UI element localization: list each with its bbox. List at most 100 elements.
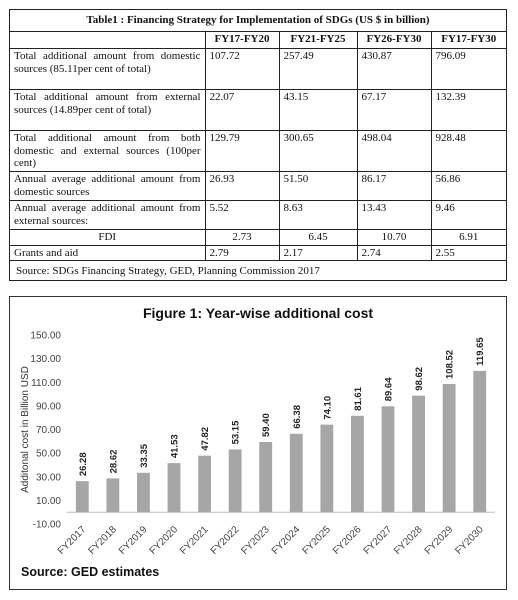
bar: [351, 415, 364, 513]
x-tick-label: FY2019: [117, 524, 150, 557]
bar-value-label: 53.15: [231, 420, 242, 444]
header-cell: FY17-FY30: [430, 32, 506, 49]
y-tick-label: 130.00: [30, 354, 61, 365]
figure-source: Source: GED estimates: [21, 565, 160, 579]
table-cell: 132.39: [430, 89, 506, 131]
bar-value-label: 74.10: [322, 396, 333, 420]
header-cell: FY26-FY30: [356, 32, 432, 49]
table-cell: 2.74: [356, 244, 432, 261]
header-cell: FY17-FY20: [204, 32, 280, 49]
bar: [473, 370, 487, 513]
table-cell: 8.63: [278, 200, 358, 230]
table-row: Annual average additional amount from ex…: [10, 200, 506, 230]
table-cell: 2.73: [204, 229, 280, 246]
table-cell: 6.45: [278, 229, 358, 246]
figure-title: Figure 1: Year-wise additional cost: [142, 305, 374, 321]
y-tick-label: 90.00: [36, 401, 61, 412]
bar-chart: Additonal cost in Billion USD -10.00 10.00…: [20, 331, 495, 557]
x-tick-label: FY2020: [148, 524, 181, 557]
y-axis-title: Additonal cost in Billion USD: [20, 366, 31, 493]
table-cell: 10.70: [356, 229, 432, 246]
table-title: Table1 : Financing Strategy for Implemen…: [10, 10, 506, 32]
row-label: Annual average additional amount from ex…: [10, 200, 206, 230]
table-source: Source: SDGs Financing Strategy, GED, Pl…: [16, 265, 320, 277]
y-tick-label: 70.00: [36, 425, 61, 436]
bar: [228, 449, 242, 513]
header-cell: [10, 32, 206, 49]
table-cell: 13.43: [356, 200, 432, 230]
table-cell: 26.93: [204, 171, 280, 201]
x-tick-label: FY2028: [392, 524, 425, 557]
table-cell: 2.79: [204, 244, 280, 261]
bar-value-label: 33.35: [139, 443, 150, 467]
table-cell: 5.52: [204, 200, 280, 230]
y-tick-label: 150.00: [30, 331, 61, 342]
table-cell: 56.86: [430, 171, 506, 201]
table-cell: 2.55: [430, 244, 506, 261]
bar-value-label: 81.61: [353, 386, 364, 410]
bar-value-label: 89.64: [384, 377, 395, 401]
table-cell: 2.17: [278, 244, 358, 261]
table-cell: 430.87: [356, 48, 432, 90]
table-cell: 257.49: [278, 48, 358, 90]
bar-value-label: 47.82: [200, 427, 211, 451]
bar: [137, 472, 150, 513]
bar: [259, 442, 273, 513]
bar: [442, 383, 456, 513]
row-label: Total additional amount from external so…: [10, 89, 206, 131]
table-cell: 928.48: [430, 130, 506, 172]
bar: [381, 406, 395, 513]
row-label: Grants and aid: [10, 244, 206, 261]
bar: [198, 455, 211, 513]
bar: [167, 463, 181, 513]
x-tick-label: FY2022: [209, 524, 242, 557]
bar-value-label: 59.40: [261, 413, 272, 437]
bar-value-label: 98.62: [414, 367, 425, 391]
y-tick-label: 10.00: [36, 496, 61, 507]
table-cell: 67.17: [356, 89, 432, 131]
bar-value-label: 41.53: [170, 434, 181, 458]
table-cell: 9.46: [430, 200, 506, 230]
row-label: Total additional amount from domestic so…: [10, 48, 206, 90]
bar: [289, 433, 303, 513]
table-row: FDI 2.73 6.45 10.70 6.91: [10, 229, 506, 246]
table-row: Total additional amount from external so…: [10, 89, 506, 131]
x-tick-label: FY2021: [178, 524, 211, 557]
bar-value-label: 28.62: [108, 450, 119, 474]
table-row: Total additional amount from domestic so…: [10, 48, 506, 90]
bar-value-label: 108.52: [445, 350, 456, 379]
table-row: Grants and aid 2.79 2.17 2.74 2.55: [10, 244, 506, 261]
header-cell: FY21-FY25: [278, 32, 358, 49]
table-cell: 51.50: [278, 171, 358, 201]
table-header-row: FY17-FY20 FY21-FY25 FY26-FY30 FY17-FY30: [10, 32, 506, 49]
row-label: FDI: [10, 229, 206, 246]
y-tick-label: 30.00: [36, 472, 61, 483]
y-tick-label: -10.00: [33, 520, 62, 531]
row-label: Annual average additional amount from do…: [10, 171, 206, 201]
table-row: Total additional amount from both domest…: [10, 130, 506, 172]
x-tick-label: FY2024: [270, 524, 303, 557]
table-cell: 129.79: [204, 130, 280, 172]
y-tick-label: 110.00: [31, 378, 61, 389]
table-cell: 86.17: [356, 171, 432, 201]
financing-table-panel: Table1 : Financing Strategy for Implemen…: [9, 9, 507, 281]
row-label: Total additional amount from both domest…: [10, 130, 206, 172]
x-tick-label: FY2023: [239, 524, 272, 557]
financing-table: FY17-FY20 FY21-FY25 FY26-FY30 FY17-FY30 …: [10, 32, 506, 261]
table-cell: 796.09: [430, 48, 506, 90]
table-cell: 6.91: [430, 229, 506, 246]
x-tick-label: FY2026: [331, 524, 364, 557]
bar-value-label: 119.65: [475, 337, 486, 366]
table-cell: 22.07: [204, 89, 280, 131]
bar: [412, 395, 425, 513]
table-cell: 498.04: [356, 130, 432, 172]
table-cell: 300.65: [278, 130, 358, 172]
chart-bars: 26.28 28.62 33.35 41.53 47.82 53.15 59.40 66.38…: [75, 337, 487, 513]
x-tick-label: FY2025: [300, 524, 333, 557]
x-tick-label: FY2029: [423, 524, 456, 557]
bar-value-label: 26.28: [78, 452, 89, 476]
table-cell: 107.72: [204, 48, 280, 90]
y-tick-label: 50.00: [36, 449, 61, 460]
x-tick-label: FY2018: [86, 524, 119, 557]
